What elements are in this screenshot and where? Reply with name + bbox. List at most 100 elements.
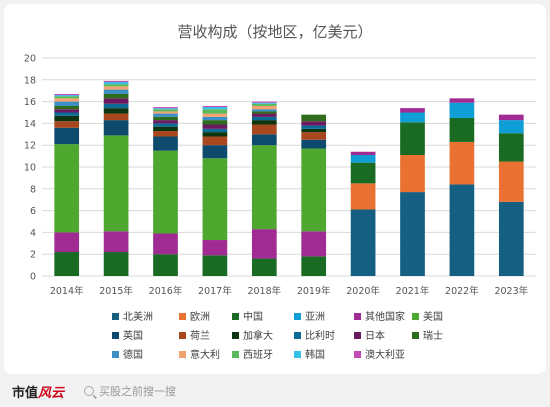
bar-segment [202,145,228,159]
legend-swatch [354,351,361,358]
bar-segment [54,93,80,96]
bar-segment [103,252,129,276]
y-tick-label: 10 [24,163,36,174]
brand-accent: 风云 [38,386,65,401]
legend-label: 澳大利亚 [365,348,405,361]
bar-segment [153,131,178,137]
legend-swatch [232,332,239,339]
bar-segment [54,121,80,128]
bar-segment [103,113,129,121]
bar-segment [498,201,524,276]
brand-main: 市值 [12,386,39,401]
bar-segment [400,108,425,113]
bar-segment [54,144,80,233]
bar-segment [251,134,277,146]
legend-label: 加拿大 [243,329,273,342]
legend-swatch [112,313,119,320]
x-tick-label: 2015年 [99,285,133,297]
bar-segment [251,102,277,104]
bar-segment [400,122,425,156]
legend-label: 德国 [123,348,143,361]
legend-swatch [232,351,239,358]
bar-segment [103,93,129,99]
bar-segment [301,121,327,126]
legend-label: 日本 [365,329,385,342]
legend-label: 北美洲 [123,310,153,323]
x-axis-ticks: 2014年 2015年 2016年 2017年 2018年 2019年 2020年 2021年… [50,285,529,297]
x-tick-label: 2019年 [297,285,331,297]
bar-segment [202,128,228,133]
x-tick-label: 2023年 [494,285,528,297]
bar-segment [54,115,80,122]
legend-label: 西班牙 [243,349,273,361]
legend-swatch [354,313,361,320]
legend-label: 中国 [243,310,263,323]
bar-segment [54,105,80,110]
bar-segment [400,112,425,123]
legend-swatch [112,351,119,358]
bar-segment [301,256,327,276]
bar-segment [54,98,80,102]
bar-segment [103,84,129,87]
bar-segment [498,114,524,121]
legend-swatch [354,332,361,339]
bar-segment [103,89,129,94]
y-tick-label: 0 [30,272,36,283]
bar-segment [54,112,80,116]
legend-swatch [294,313,301,320]
bar-segment [153,254,178,276]
legend-label: 欧洲 [190,311,210,323]
bar-segment [251,101,277,103]
x-tick-label: 2014年 [50,285,84,297]
bar-segment [449,141,475,185]
bar-segment [202,109,228,114]
y-tick-label: 14 [24,119,36,130]
bar-segment [301,114,327,122]
bar-segment [54,96,80,99]
bar-segment [54,252,80,276]
bar-segment [153,116,178,121]
legend-swatch [294,332,301,339]
legend-label: 韩国 [305,348,325,361]
bar-segment [251,105,277,110]
y-tick-label: 2 [30,250,36,261]
bar-segment [54,101,80,106]
brand-logo: 市值风云 [12,382,64,401]
x-tick-label: 2020年 [346,285,380,297]
bar-segment [449,102,475,118]
bar-segment [153,136,178,151]
y-tick-label: 8 [30,184,36,195]
bar-segment [301,231,327,257]
legend-swatch [112,332,119,339]
footer: 市值风云 买股之前搜一搜 [0,374,550,407]
bar-segment [153,107,178,109]
chart-title: 营收构成（按地区，亿美元） [177,23,372,41]
bar-segment [202,136,228,146]
legend-swatch [232,313,239,320]
bar-segment [498,120,524,134]
search-box[interactable]: 买股之前搜一搜 [84,381,304,401]
legend-swatch [412,332,419,339]
bar-segment [498,133,524,162]
x-tick-label: 2018年 [247,285,281,297]
bar-segment [202,113,228,117]
bar-segment [449,184,475,276]
legend-swatch [179,313,186,320]
bar-segment [350,183,376,210]
bar-segment [301,128,327,133]
bar-segment [251,145,277,230]
legend-label: 亚洲 [305,311,325,323]
legend-label: 比利时 [305,330,335,342]
bar-segment [54,127,80,145]
bar-segment [103,81,129,85]
bar-segment [498,161,524,202]
legend-swatch [294,351,301,358]
bar-segment [153,150,178,234]
x-tick-label: 2017年 [198,285,232,297]
bar-segment [153,108,178,110]
x-tick-label: 2021年 [396,285,430,297]
y-axis-ticks: 0 2 4 6 8 10 12 14 16 18 20 [24,54,36,283]
bar-segment [449,98,475,103]
